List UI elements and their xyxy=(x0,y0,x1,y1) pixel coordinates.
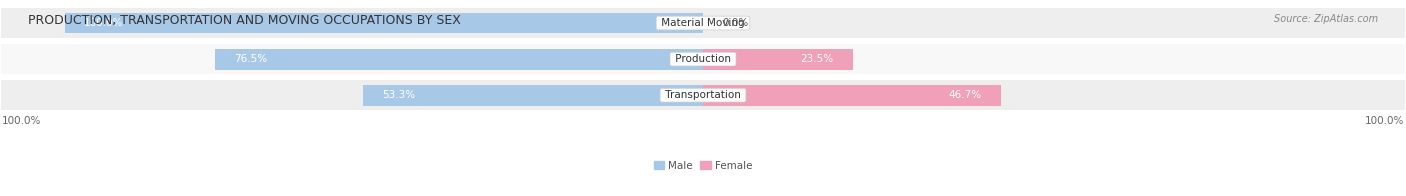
Legend: Male, Female: Male, Female xyxy=(650,157,756,175)
Text: 23.5%: 23.5% xyxy=(800,54,834,64)
Bar xyxy=(215,49,703,70)
Bar xyxy=(65,13,703,34)
Bar xyxy=(363,85,703,106)
Text: 76.5%: 76.5% xyxy=(235,54,267,64)
Text: 100.0%: 100.0% xyxy=(1365,116,1405,126)
Text: 46.7%: 46.7% xyxy=(949,90,981,100)
Text: 0.0%: 0.0% xyxy=(723,18,748,28)
Bar xyxy=(1,8,1405,38)
Bar xyxy=(1,80,1405,110)
Text: 100.0%: 100.0% xyxy=(1,116,41,126)
Bar xyxy=(1,44,1405,74)
Text: Source: ZipAtlas.com: Source: ZipAtlas.com xyxy=(1274,14,1378,24)
Text: 100.0%: 100.0% xyxy=(84,18,124,28)
Text: Production: Production xyxy=(672,54,734,64)
Text: Transportation: Transportation xyxy=(662,90,744,100)
Text: 53.3%: 53.3% xyxy=(382,90,415,100)
Bar xyxy=(703,85,1001,106)
Text: Material Moving: Material Moving xyxy=(658,18,748,28)
Text: PRODUCTION, TRANSPORTATION AND MOVING OCCUPATIONS BY SEX: PRODUCTION, TRANSPORTATION AND MOVING OC… xyxy=(28,14,461,27)
Bar xyxy=(703,49,853,70)
